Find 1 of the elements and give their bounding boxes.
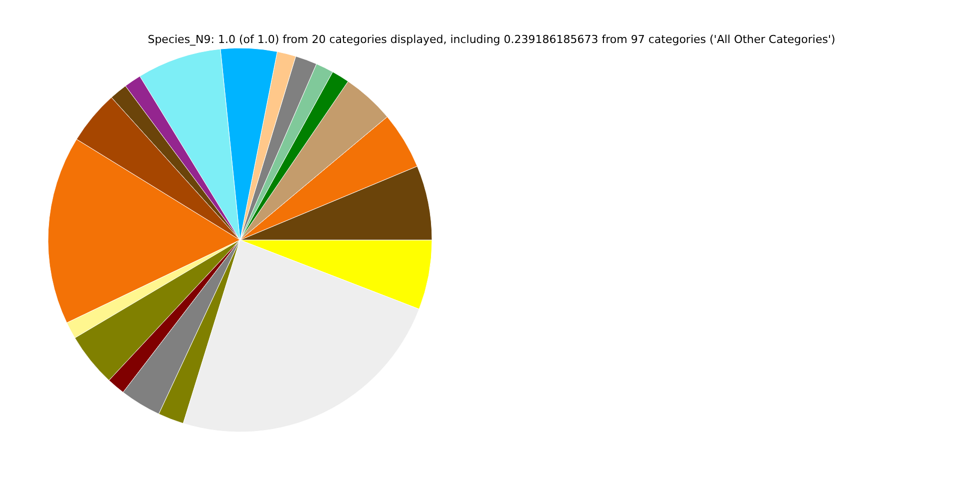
text: Species_N9: 1.0 (of 1.0) from 20 categories displayed, including 0.239186185673 from 97 categories ('All Other Categories')	[148, 33, 836, 46]
